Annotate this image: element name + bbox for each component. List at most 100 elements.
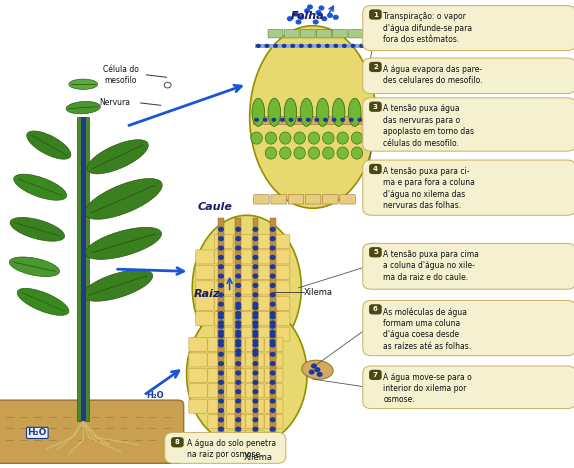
Circle shape xyxy=(270,330,275,334)
Circle shape xyxy=(253,306,258,309)
Circle shape xyxy=(236,246,241,250)
FancyBboxPatch shape xyxy=(253,250,271,264)
Ellipse shape xyxy=(17,288,69,315)
Circle shape xyxy=(257,44,260,47)
FancyBboxPatch shape xyxy=(215,265,233,279)
Circle shape xyxy=(236,409,241,412)
FancyBboxPatch shape xyxy=(265,368,283,382)
Circle shape xyxy=(236,427,241,431)
FancyBboxPatch shape xyxy=(81,117,86,421)
Circle shape xyxy=(270,284,275,287)
Circle shape xyxy=(270,265,275,269)
Circle shape xyxy=(272,118,276,121)
Ellipse shape xyxy=(348,98,361,126)
FancyBboxPatch shape xyxy=(363,243,574,289)
Circle shape xyxy=(341,118,344,121)
Circle shape xyxy=(236,284,241,287)
Text: Nervura: Nervura xyxy=(99,98,130,108)
Ellipse shape xyxy=(87,140,148,174)
FancyBboxPatch shape xyxy=(253,218,258,358)
Circle shape xyxy=(270,321,275,325)
Circle shape xyxy=(236,306,241,309)
Circle shape xyxy=(270,256,275,259)
Circle shape xyxy=(236,315,241,319)
FancyBboxPatch shape xyxy=(218,304,224,445)
Circle shape xyxy=(308,5,312,9)
FancyBboxPatch shape xyxy=(272,234,290,249)
FancyBboxPatch shape xyxy=(268,29,283,38)
Circle shape xyxy=(281,118,284,121)
Circle shape xyxy=(236,390,241,394)
Circle shape xyxy=(253,409,258,412)
FancyBboxPatch shape xyxy=(253,265,271,279)
FancyBboxPatch shape xyxy=(234,327,252,341)
Circle shape xyxy=(236,362,241,366)
Ellipse shape xyxy=(351,132,363,144)
FancyBboxPatch shape xyxy=(340,195,355,204)
Circle shape xyxy=(236,256,241,259)
Circle shape xyxy=(319,6,324,10)
Circle shape xyxy=(236,349,241,353)
FancyBboxPatch shape xyxy=(255,44,367,48)
Circle shape xyxy=(270,315,275,319)
FancyBboxPatch shape xyxy=(246,430,264,444)
Circle shape xyxy=(236,343,241,347)
FancyBboxPatch shape xyxy=(215,281,233,295)
Circle shape xyxy=(253,418,258,422)
FancyBboxPatch shape xyxy=(218,218,224,358)
FancyBboxPatch shape xyxy=(305,195,321,204)
Ellipse shape xyxy=(250,26,376,208)
Ellipse shape xyxy=(323,132,334,144)
Circle shape xyxy=(265,44,269,47)
FancyBboxPatch shape xyxy=(253,327,271,341)
Circle shape xyxy=(236,437,241,440)
Ellipse shape xyxy=(280,132,291,144)
FancyBboxPatch shape xyxy=(208,337,226,351)
FancyBboxPatch shape xyxy=(227,384,245,398)
FancyBboxPatch shape xyxy=(208,368,226,382)
Circle shape xyxy=(270,380,275,384)
Circle shape xyxy=(253,362,258,366)
FancyBboxPatch shape xyxy=(369,9,382,20)
Circle shape xyxy=(270,362,275,366)
FancyBboxPatch shape xyxy=(208,384,226,398)
FancyBboxPatch shape xyxy=(369,164,382,174)
Text: Raiz: Raiz xyxy=(194,289,220,299)
Circle shape xyxy=(270,324,275,328)
FancyBboxPatch shape xyxy=(272,327,290,341)
FancyBboxPatch shape xyxy=(208,353,226,367)
Circle shape xyxy=(270,352,275,356)
FancyBboxPatch shape xyxy=(363,6,574,51)
Text: Transpiração: o vapor
d'água difunde-se para
fora dos estômatos.: Transpiração: o vapor d'água difunde-se … xyxy=(383,12,472,44)
Circle shape xyxy=(253,237,258,241)
Circle shape xyxy=(270,237,275,241)
FancyBboxPatch shape xyxy=(189,384,207,398)
FancyBboxPatch shape xyxy=(253,281,271,295)
FancyBboxPatch shape xyxy=(234,296,252,310)
FancyBboxPatch shape xyxy=(265,353,283,367)
Circle shape xyxy=(309,370,314,374)
FancyBboxPatch shape xyxy=(234,343,252,357)
Circle shape xyxy=(219,246,223,250)
FancyBboxPatch shape xyxy=(363,366,574,409)
Text: Folha: Folha xyxy=(290,11,324,21)
Circle shape xyxy=(253,399,258,403)
Circle shape xyxy=(317,373,322,376)
Ellipse shape xyxy=(294,132,305,144)
Circle shape xyxy=(298,118,301,121)
Circle shape xyxy=(236,371,241,375)
Text: 7: 7 xyxy=(373,372,378,378)
Circle shape xyxy=(219,256,223,259)
Circle shape xyxy=(219,399,223,403)
Circle shape xyxy=(236,399,241,403)
FancyBboxPatch shape xyxy=(265,337,283,351)
FancyBboxPatch shape xyxy=(227,399,245,413)
Text: A água do solo penetra
na raiz por osmose.: A água do solo penetra na raiz por osmos… xyxy=(187,439,276,459)
Circle shape xyxy=(289,118,293,121)
Circle shape xyxy=(270,418,275,422)
Circle shape xyxy=(219,315,223,319)
Ellipse shape xyxy=(316,98,329,126)
Ellipse shape xyxy=(308,147,320,159)
Circle shape xyxy=(219,340,223,344)
Circle shape xyxy=(263,118,267,121)
